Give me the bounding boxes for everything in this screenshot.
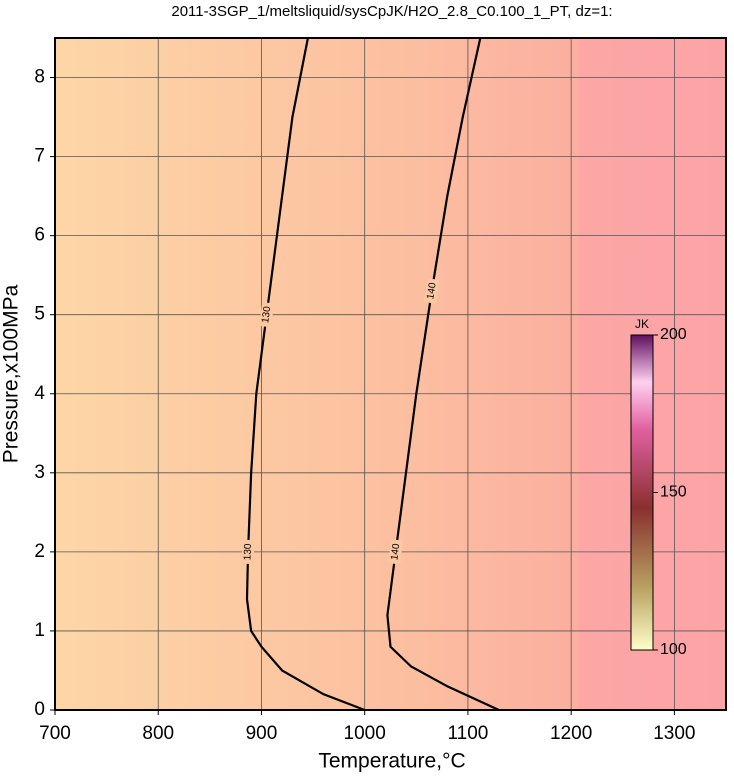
contour-label: 130 xyxy=(260,305,273,323)
x-tick-label: 1300 xyxy=(653,723,695,744)
colorbar-tick-label: 150 xyxy=(660,484,687,501)
contour-line xyxy=(386,37,500,711)
y-tick-label: 3 xyxy=(34,462,45,483)
y-tick-label: 6 xyxy=(34,225,45,246)
x-tick-label: 1000 xyxy=(344,723,386,744)
colorbar-tick-label: 200 xyxy=(660,326,687,343)
contour-label: 140 xyxy=(425,281,439,300)
x-tick-label: 800 xyxy=(142,723,174,744)
grid xyxy=(54,38,726,711)
contours: 130 130 140 140 xyxy=(241,37,500,712)
y-axis-label: Pressure,x100MPa xyxy=(0,284,23,463)
colorbar xyxy=(630,334,654,651)
contour-label-bg xyxy=(259,302,275,328)
plot-frame xyxy=(54,37,727,711)
contour-label-bg xyxy=(424,278,440,304)
x-tick-label: 1200 xyxy=(550,723,592,744)
x-tick-label: 1100 xyxy=(447,723,488,744)
plot-background xyxy=(55,38,726,710)
y-tick-label: 2 xyxy=(34,541,45,562)
y-tick-label: 0 xyxy=(34,699,45,720)
x-tick-label: 900 xyxy=(246,723,278,744)
x-tick-label: 700 xyxy=(39,723,71,744)
chart-title: 2011-3SGP_1/meltsliquid/sysCpJK/H2O_2.8_… xyxy=(171,3,612,20)
contour-label-bg xyxy=(241,539,255,565)
y-tick-label: 4 xyxy=(34,383,45,404)
colorbar-label: JK xyxy=(635,317,649,331)
x-axis-label: Temperature,°C xyxy=(318,750,465,773)
contour-label: 130 xyxy=(242,543,254,560)
y-tick-label: 8 xyxy=(34,67,45,88)
colorbar-tick-label: 100 xyxy=(660,641,687,658)
y-tick-label: 1 xyxy=(34,620,45,641)
y-tick-label: 7 xyxy=(34,146,45,167)
contour-label: 140 xyxy=(389,542,402,560)
contour-label-bg xyxy=(388,539,404,565)
y-tick-label: 5 xyxy=(34,304,45,325)
